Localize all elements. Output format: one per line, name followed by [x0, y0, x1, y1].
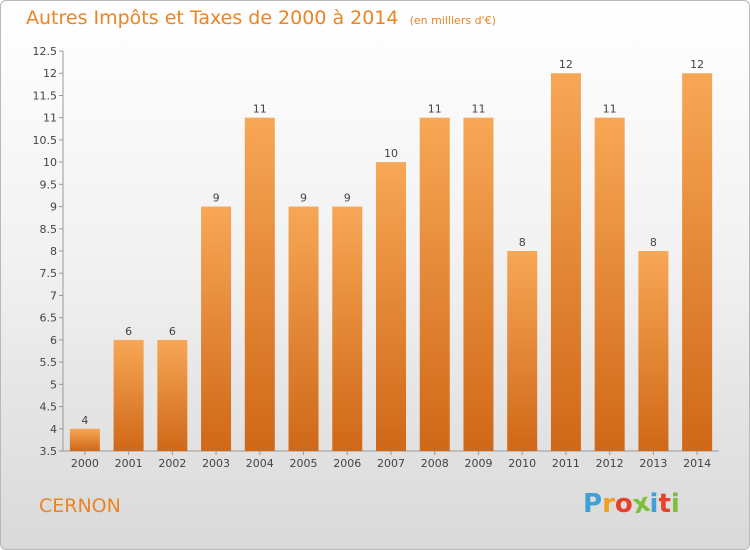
bar-value-label: 9: [300, 192, 307, 205]
x-tick-label: 2012: [596, 457, 624, 470]
y-tick-label: 10: [43, 156, 57, 169]
bar-value-label: 11: [253, 103, 267, 116]
bar: [594, 117, 625, 452]
y-tick-label: 5: [50, 378, 57, 391]
bar-value-label: 11: [428, 103, 442, 116]
chart-title: Autres Impôts et Taxes de 2000 à 2014: [26, 7, 399, 29]
bar: [69, 428, 100, 451]
y-tick-label: 9: [50, 201, 57, 214]
bar-value-label: 8: [650, 236, 657, 249]
chart-unit: (en milliers d'€): [409, 14, 496, 27]
data-labels: 4 6 6 9 11 9 9 10 11 11 8 12 11 8 12: [81, 58, 704, 427]
y-tick-label: 11.5: [33, 89, 58, 102]
bar: [113, 339, 144, 451]
logo-letter: t: [658, 489, 671, 519]
y-tick-label: 9.5: [40, 178, 58, 191]
x-tick-label: 2004: [246, 457, 274, 470]
x-tick-label: 2005: [290, 457, 318, 470]
bar: [244, 117, 275, 452]
proxiti-logo: Proxiti: [583, 488, 680, 521]
title-row: Autres Impôts et Taxes de 2000 à 2014 (e…: [26, 7, 496, 29]
y-tick-label: 5.5: [40, 356, 58, 369]
bar-value-label: 11: [603, 103, 617, 116]
x-tick-label: 2002: [158, 457, 186, 470]
bar: [332, 206, 363, 451]
logo-letter: r: [602, 489, 615, 519]
y-tick-label: 8.5: [40, 223, 58, 236]
x-tick-label: 2011: [552, 457, 580, 470]
bar-value-label: 11: [471, 103, 485, 116]
x-tick-label: 2009: [464, 457, 492, 470]
bar: [682, 73, 713, 451]
x-tick-label: 2003: [202, 457, 230, 470]
x-tick-label: 2007: [377, 457, 405, 470]
y-tick-label: 11: [43, 112, 57, 125]
bar-value-label: 12: [690, 58, 704, 71]
x-tick-label: 2000: [71, 457, 99, 470]
y-tick-label: 12: [43, 67, 57, 80]
y-tick-label: 10.5: [33, 134, 58, 147]
bar-value-label: 6: [169, 325, 176, 338]
bar-value-label: 10: [384, 147, 398, 160]
bar: [638, 251, 669, 451]
y-tick-label: 4.5: [40, 401, 58, 414]
bar: [463, 117, 494, 452]
bar: [201, 206, 232, 451]
y-tick-label: 12.5: [33, 45, 58, 58]
bar-value-label: 9: [213, 192, 220, 205]
x-tick-label: 2013: [639, 457, 667, 470]
bar-value-label: 4: [81, 414, 88, 427]
bar-value-label: 9: [344, 192, 351, 205]
x-tick-label: 2010: [508, 457, 536, 470]
commune-name: CERNON: [39, 495, 121, 517]
x-tick-label: 2008: [421, 457, 449, 470]
x-tick-label: 2006: [333, 457, 361, 470]
y-tick-label: 8: [50, 245, 57, 258]
bar: [376, 162, 406, 451]
y-tick-label: 6: [50, 334, 57, 347]
y-tick-label: 6.5: [40, 312, 58, 325]
bar: [419, 117, 450, 452]
bars: [69, 73, 713, 452]
bar: [288, 206, 319, 451]
y-tick-label: 7.5: [40, 267, 58, 280]
y-tick-label: 4: [50, 423, 57, 436]
bar: [550, 73, 581, 451]
x-tick-label: 2014: [683, 457, 711, 470]
logo-letter: i: [670, 489, 680, 519]
y-tick-label: 7: [50, 289, 57, 302]
bar-value-label: 12: [559, 58, 573, 71]
y-tick-label: 3.5: [40, 445, 58, 458]
logo-letter: o: [614, 489, 633, 519]
bar: [157, 339, 188, 451]
bar-value-label: 6: [125, 325, 132, 338]
x-tick-label: 2001: [115, 457, 143, 470]
logo-letter: i: [649, 489, 659, 519]
bar: [507, 251, 538, 451]
logo-letter: P: [583, 489, 603, 519]
bar-value-label: 8: [519, 236, 526, 249]
